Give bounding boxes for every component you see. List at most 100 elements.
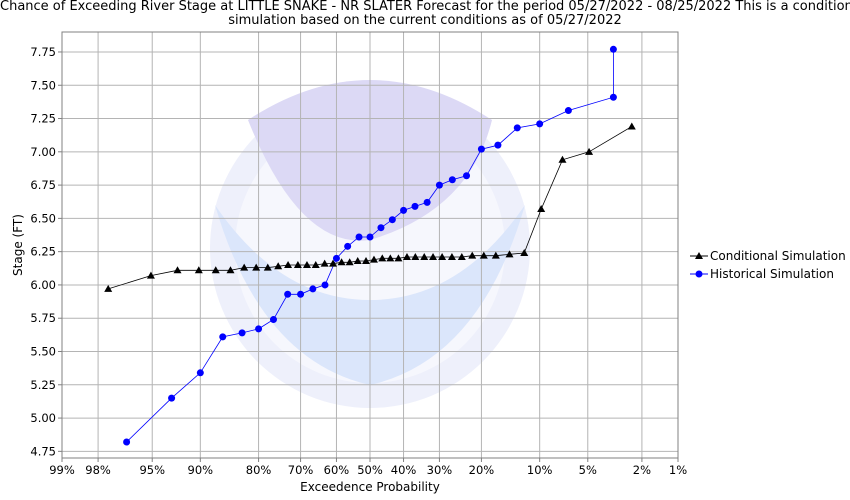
conditional-point xyxy=(468,251,477,259)
conditional-point xyxy=(438,252,447,260)
historical-point xyxy=(123,438,131,446)
historical-point xyxy=(284,290,292,298)
conditional-point xyxy=(394,254,403,262)
legend-label-conditional: Conditional Simulation xyxy=(710,249,846,263)
historical-point xyxy=(269,316,277,324)
historical-point xyxy=(435,181,443,189)
y-tick-label: 7.25 xyxy=(30,112,56,126)
x-tick-label: 70% xyxy=(288,463,314,477)
x-tick-label: 20% xyxy=(469,463,495,477)
x-tick-label: 50% xyxy=(357,463,383,477)
conditional-point xyxy=(146,271,155,279)
legend-item-conditional: Conditional Simulation xyxy=(690,247,846,265)
y-tick-label: 7.75 xyxy=(30,45,56,59)
historical-point xyxy=(196,369,204,377)
historical-point xyxy=(355,233,363,241)
historical-point xyxy=(564,107,572,115)
x-tick-label: 99% xyxy=(49,463,75,477)
conditional-point xyxy=(337,258,346,266)
conditional-point xyxy=(491,251,500,259)
conditional-point xyxy=(302,260,311,268)
historical-point xyxy=(321,281,329,289)
historical-point xyxy=(609,45,617,53)
x-tick-label: 40% xyxy=(391,463,417,477)
x-tick-label: 98% xyxy=(85,463,111,477)
historical-point xyxy=(332,254,340,262)
historical-point xyxy=(219,333,227,341)
conditional-point xyxy=(320,259,329,267)
conditional-point xyxy=(311,260,320,268)
legend-circle-icon xyxy=(690,270,708,278)
historical-point xyxy=(388,216,396,224)
y-tick-label: 6.75 xyxy=(30,178,56,192)
y-tick-label: 5.00 xyxy=(30,411,56,425)
conditional-point xyxy=(240,263,249,271)
historical-point xyxy=(297,290,305,298)
conditional-point xyxy=(627,122,636,130)
x-tick-label: 5% xyxy=(579,463,597,477)
conditional-point xyxy=(558,155,567,163)
conditional-point xyxy=(211,266,220,274)
historical-point xyxy=(463,172,471,180)
historical-point xyxy=(513,124,521,132)
x-tick-label: 1% xyxy=(669,463,687,477)
x-tick-label: 30% xyxy=(427,463,453,477)
chart-title: Chance of Exceeding River Stage at LITTL… xyxy=(0,0,850,28)
x-tick-label: 10% xyxy=(527,463,553,477)
y-axis-ticks: 4.75 5.00 5.25 5.50 5.75 6.00 6.25 6.50 6.75 7.00… xyxy=(30,45,62,458)
conditional-point xyxy=(386,254,395,262)
conditional-point xyxy=(479,251,488,259)
historical-point xyxy=(423,198,431,206)
historical-point xyxy=(168,394,176,402)
y-tick-label: 7.00 xyxy=(30,145,56,159)
historical-point xyxy=(477,145,485,153)
historical-point xyxy=(448,176,456,184)
plot-grid xyxy=(61,32,679,458)
y-tick-label: 6.25 xyxy=(30,245,56,259)
conditional-point xyxy=(104,284,113,292)
y-tick-label: 7.50 xyxy=(30,78,56,92)
conditional-point xyxy=(378,254,387,262)
conditional-point xyxy=(329,259,338,267)
legend-triangle-icon xyxy=(690,252,708,259)
conditional-point xyxy=(284,260,293,268)
y-tick-label: 6.50 xyxy=(30,211,56,225)
series-points xyxy=(104,45,636,446)
y-tick-label: 4.75 xyxy=(30,444,56,458)
chart-title-line-2: simulation based on the current conditio… xyxy=(228,13,622,28)
conditional-point xyxy=(362,256,371,264)
conditional-point xyxy=(585,147,594,155)
x-tick-label: 90% xyxy=(188,463,214,477)
conditional-point xyxy=(537,205,546,213)
conditional-point xyxy=(173,266,182,274)
conditional-point xyxy=(194,266,203,274)
historical-point xyxy=(400,206,408,214)
conditional-point xyxy=(411,252,420,260)
x-tick-label: 95% xyxy=(139,463,165,477)
historical-point xyxy=(344,242,352,250)
x-axis-ticks: 99% 98% 95% 90% 80% 70% 60% 50% 40% 30% 20% 10% 5% 2%… xyxy=(49,458,687,477)
conditional-point xyxy=(520,248,529,256)
conditional-point xyxy=(353,256,362,264)
historical-point xyxy=(494,141,502,149)
conditional-point xyxy=(226,266,235,274)
historical-point xyxy=(255,325,263,333)
chart-legend: Conditional Simulation Historical Simula… xyxy=(690,247,846,283)
y-tick-label: 5.50 xyxy=(30,345,56,359)
historical-point xyxy=(411,202,419,210)
historical-point xyxy=(309,285,317,293)
x-tick-label: 2% xyxy=(633,463,651,477)
x-axis-label: Exceedence Probability xyxy=(300,480,440,494)
conditional-point xyxy=(263,263,272,271)
historical-point xyxy=(377,224,385,232)
conditional-point xyxy=(429,252,438,260)
conditional-point xyxy=(505,250,514,258)
x-tick-label: 80% xyxy=(246,463,272,477)
conditional-point xyxy=(274,262,283,270)
y-tick-label: 5.25 xyxy=(30,378,56,392)
legend-item-historical: Historical Simulation xyxy=(690,265,846,283)
historical-point xyxy=(238,329,246,337)
conditional-point xyxy=(252,263,261,271)
historical-point xyxy=(536,120,544,128)
